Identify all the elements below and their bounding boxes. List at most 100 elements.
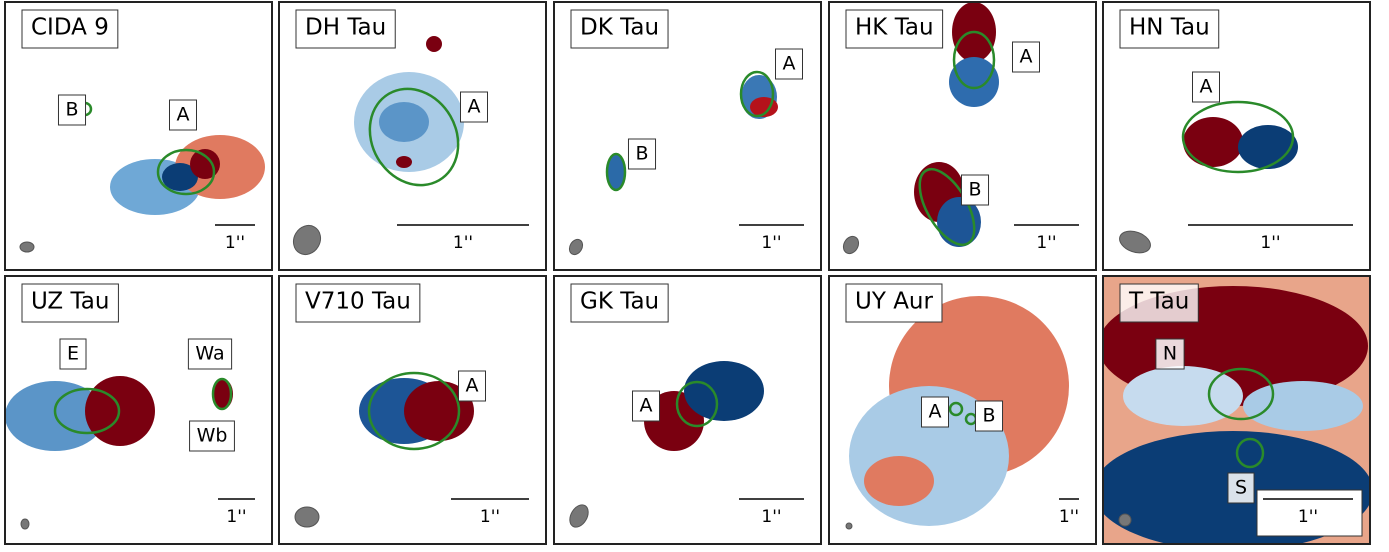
map: 1'' V710 Tau A: [279, 276, 546, 544]
continuum-contour: [367, 371, 461, 451]
continuum-contour: [948, 401, 964, 417]
title-box: [21, 283, 119, 323]
component-label: A: [177, 104, 190, 126]
continuum-contour: [1235, 437, 1265, 469]
label-box: [187, 338, 233, 370]
beam: [568, 238, 584, 256]
component-label: E: [67, 343, 79, 365]
panel-title: GK Tau: [580, 289, 659, 315]
component-label: A: [1200, 76, 1213, 98]
scale-label: 1'': [453, 233, 473, 253]
panel-title: T Tau: [1128, 289, 1189, 315]
panel-title: CIDA 9: [31, 15, 109, 41]
component-label: A: [640, 395, 653, 417]
component-label: N: [1163, 343, 1177, 365]
component-label: A: [783, 53, 796, 75]
continuum-contour: [952, 30, 996, 90]
map: 1'' GK Tau A: [554, 276, 821, 544]
velocity-blob: [949, 57, 999, 107]
panel-frame: [1102, 1, 1371, 271]
label-box: [59, 338, 87, 370]
component-label: B: [65, 99, 78, 121]
continuum-contour: [1181, 100, 1295, 174]
velocity-blob: [864, 456, 934, 506]
panel-frame: [828, 1, 1097, 271]
title-box: [21, 9, 119, 49]
panel-frame: [1102, 275, 1371, 545]
label-box: [460, 91, 488, 123]
continuum-contour: [211, 377, 233, 411]
panel: 1'' HN Tau A: [1102, 1, 1371, 271]
label-box: [775, 48, 803, 80]
beam: [1119, 230, 1151, 254]
label-box: [57, 94, 87, 126]
panel: 1'' T Tau N S: [1102, 275, 1371, 545]
continuum-contour: [368, 87, 460, 187]
title-box: [845, 283, 943, 323]
scale-label: 1'': [225, 233, 245, 253]
panel-title: HK Tau: [855, 15, 934, 41]
component-label: S: [1235, 477, 1247, 499]
beam: [842, 235, 860, 255]
scale-label: 1'': [1059, 507, 1079, 527]
label-box: [1192, 71, 1220, 103]
panel-title: UZ Tau: [31, 289, 109, 315]
continuum-contour: [605, 152, 627, 192]
title-box: [295, 9, 396, 49]
panel: 1'' HK Tau A B: [828, 1, 1097, 271]
panel: 1'' CIDA 9 B A: [4, 1, 273, 271]
panel-frame: [553, 1, 822, 271]
label-box: [921, 396, 949, 428]
panel-title: UY Aur: [855, 289, 934, 315]
map: 1'' T Tau N S: [1103, 276, 1370, 544]
map: 1'' UZ Tau E Wa Wb: [5, 276, 272, 544]
component-label: B: [635, 143, 648, 165]
continuum-contour: [156, 148, 216, 196]
velocity-blob: [1243, 381, 1363, 431]
title-box: [845, 9, 944, 49]
panel-title: DH Tau: [305, 15, 386, 41]
component-label: Wb: [197, 425, 228, 447]
scale-label: 1'': [761, 507, 781, 527]
panel-frame: [278, 275, 547, 545]
scale-label: 1'': [480, 507, 500, 527]
component-label: A: [1020, 46, 1033, 68]
panel: 1'' GK Tau A: [553, 275, 822, 545]
label-box: [627, 138, 657, 170]
panel: 1'' V710 Tau A: [278, 275, 547, 545]
component-label: B: [982, 405, 995, 427]
beam: [19, 241, 35, 253]
map: 1'' UY Aur A B: [829, 276, 1096, 544]
panel-title: DK Tau: [580, 15, 659, 41]
component-label: A: [468, 96, 481, 118]
component-label: Wa: [195, 343, 224, 365]
label-box: [1012, 41, 1040, 73]
scale-label: 1'': [1260, 233, 1280, 253]
velocity-blob: [379, 102, 429, 142]
title-box: [1119, 9, 1220, 49]
velocity-blob: [190, 149, 220, 179]
title-box: [295, 283, 421, 323]
title-box: [1119, 283, 1199, 323]
label-box: [974, 400, 1004, 432]
component-label: B: [968, 179, 981, 201]
velocity-blob: [213, 379, 233, 409]
panel-frame: [4, 275, 273, 545]
velocity-blob: [162, 163, 198, 191]
panel-frame: [828, 275, 1097, 545]
beam: [292, 224, 322, 256]
continuum-contour: [53, 387, 121, 435]
label-box: [632, 390, 660, 422]
beam: [294, 506, 320, 528]
panel: 1'' UY Aur A B: [828, 275, 1097, 545]
map: 1'' HK Tau A B: [829, 2, 1096, 270]
beam: [569, 504, 589, 528]
beam: [20, 518, 30, 530]
beam: [1118, 513, 1132, 527]
label-box: [1227, 472, 1255, 504]
scale-label: 1'': [1036, 233, 1056, 253]
velocity-blob: [684, 361, 764, 421]
velocity-blob: [606, 154, 626, 190]
velocity-blob: [1238, 125, 1298, 169]
label-box: [169, 99, 197, 131]
